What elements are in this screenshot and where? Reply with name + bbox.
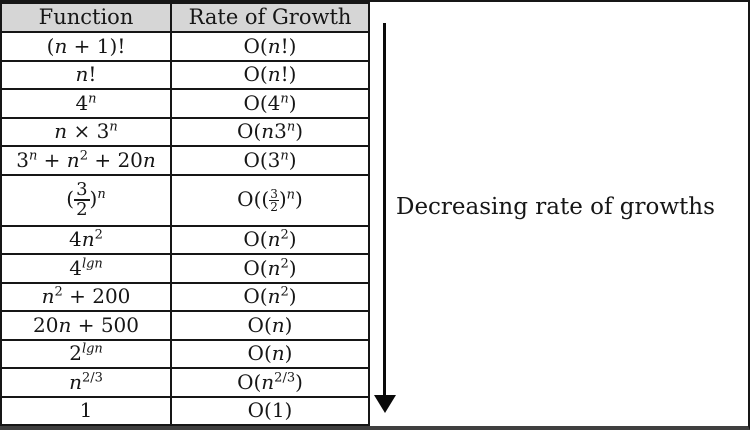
growth-cell: O(1) bbox=[170, 395, 370, 426]
table-row: 4lgn O(n2) bbox=[0, 253, 370, 284]
table-row: 2lgn O(n) bbox=[0, 338, 370, 369]
function-cell: (n + 1)! bbox=[0, 31, 172, 62]
down-arrow-line bbox=[383, 23, 386, 397]
table-row: 4n O(4n) bbox=[0, 88, 370, 119]
growth-cell: O(n3n) bbox=[170, 116, 370, 147]
column-header-rate: Rate of Growth bbox=[170, 2, 370, 33]
table-row: 1 O(1) bbox=[0, 395, 370, 426]
function-cell: 1 bbox=[0, 395, 172, 426]
function-cell: 4n bbox=[0, 88, 172, 119]
function-cell: 4n2 bbox=[0, 224, 172, 255]
table-row: 20n + 500 O(n) bbox=[0, 310, 370, 341]
table-body: (n + 1)! O(n!) n! O(n!) 4n O(4n) n × 3n O(n3n) 3… bbox=[0, 31, 370, 426]
table-row: (n + 1)! O(n!) bbox=[0, 31, 370, 62]
growth-cell: O(n) bbox=[170, 338, 370, 369]
growth-cell: O((3 2)n) bbox=[170, 173, 370, 227]
function-cell: 3n + n2 + 20n bbox=[0, 145, 172, 176]
table-row: 3n + n2 + 20n O(3n) bbox=[0, 145, 370, 176]
function-cell: 4lgn bbox=[0, 253, 172, 284]
growth-cell: O(n) bbox=[170, 310, 370, 341]
table-row: (3 2)n O((3 2)n) bbox=[0, 173, 370, 227]
table-row: n × 3n O(n3n) bbox=[0, 116, 370, 147]
growth-table: Function Rate of Growth (n + 1)! O(n!) n! O… bbox=[0, 2, 370, 426]
growth-cell: O(3n) bbox=[170, 145, 370, 176]
function-cell: n2 + 200 bbox=[0, 281, 172, 312]
table-row: 4n2 O(n2) bbox=[0, 224, 370, 255]
growth-cell: O(n2) bbox=[170, 281, 370, 312]
growth-cell: O(n2/3) bbox=[170, 367, 370, 398]
column-header-function: Function bbox=[0, 2, 172, 33]
down-arrow-icon bbox=[374, 395, 396, 413]
function-cell: n! bbox=[0, 59, 172, 90]
function-cell: n × 3n bbox=[0, 116, 172, 147]
function-cell: (3 2)n bbox=[0, 173, 172, 227]
growth-cell: O(n!) bbox=[170, 59, 370, 90]
table-row: n! O(n!) bbox=[0, 59, 370, 90]
header-row: Function Rate of Growth bbox=[0, 2, 370, 33]
table-row: n2 + 200 O(n2) bbox=[0, 281, 370, 312]
function-cell: 20n + 500 bbox=[0, 310, 172, 341]
growth-cell: O(n2) bbox=[170, 253, 370, 284]
growth-cell: O(4n) bbox=[170, 88, 370, 119]
growth-cell: O(n2) bbox=[170, 224, 370, 255]
growth-cell: O(n!) bbox=[170, 31, 370, 62]
decreasing-rate-label: Decreasing rate of growths bbox=[396, 194, 715, 220]
function-cell: n2/3 bbox=[0, 367, 172, 398]
function-cell: 2lgn bbox=[0, 338, 172, 369]
table-row: n2/3 O(n2/3) bbox=[0, 367, 370, 398]
